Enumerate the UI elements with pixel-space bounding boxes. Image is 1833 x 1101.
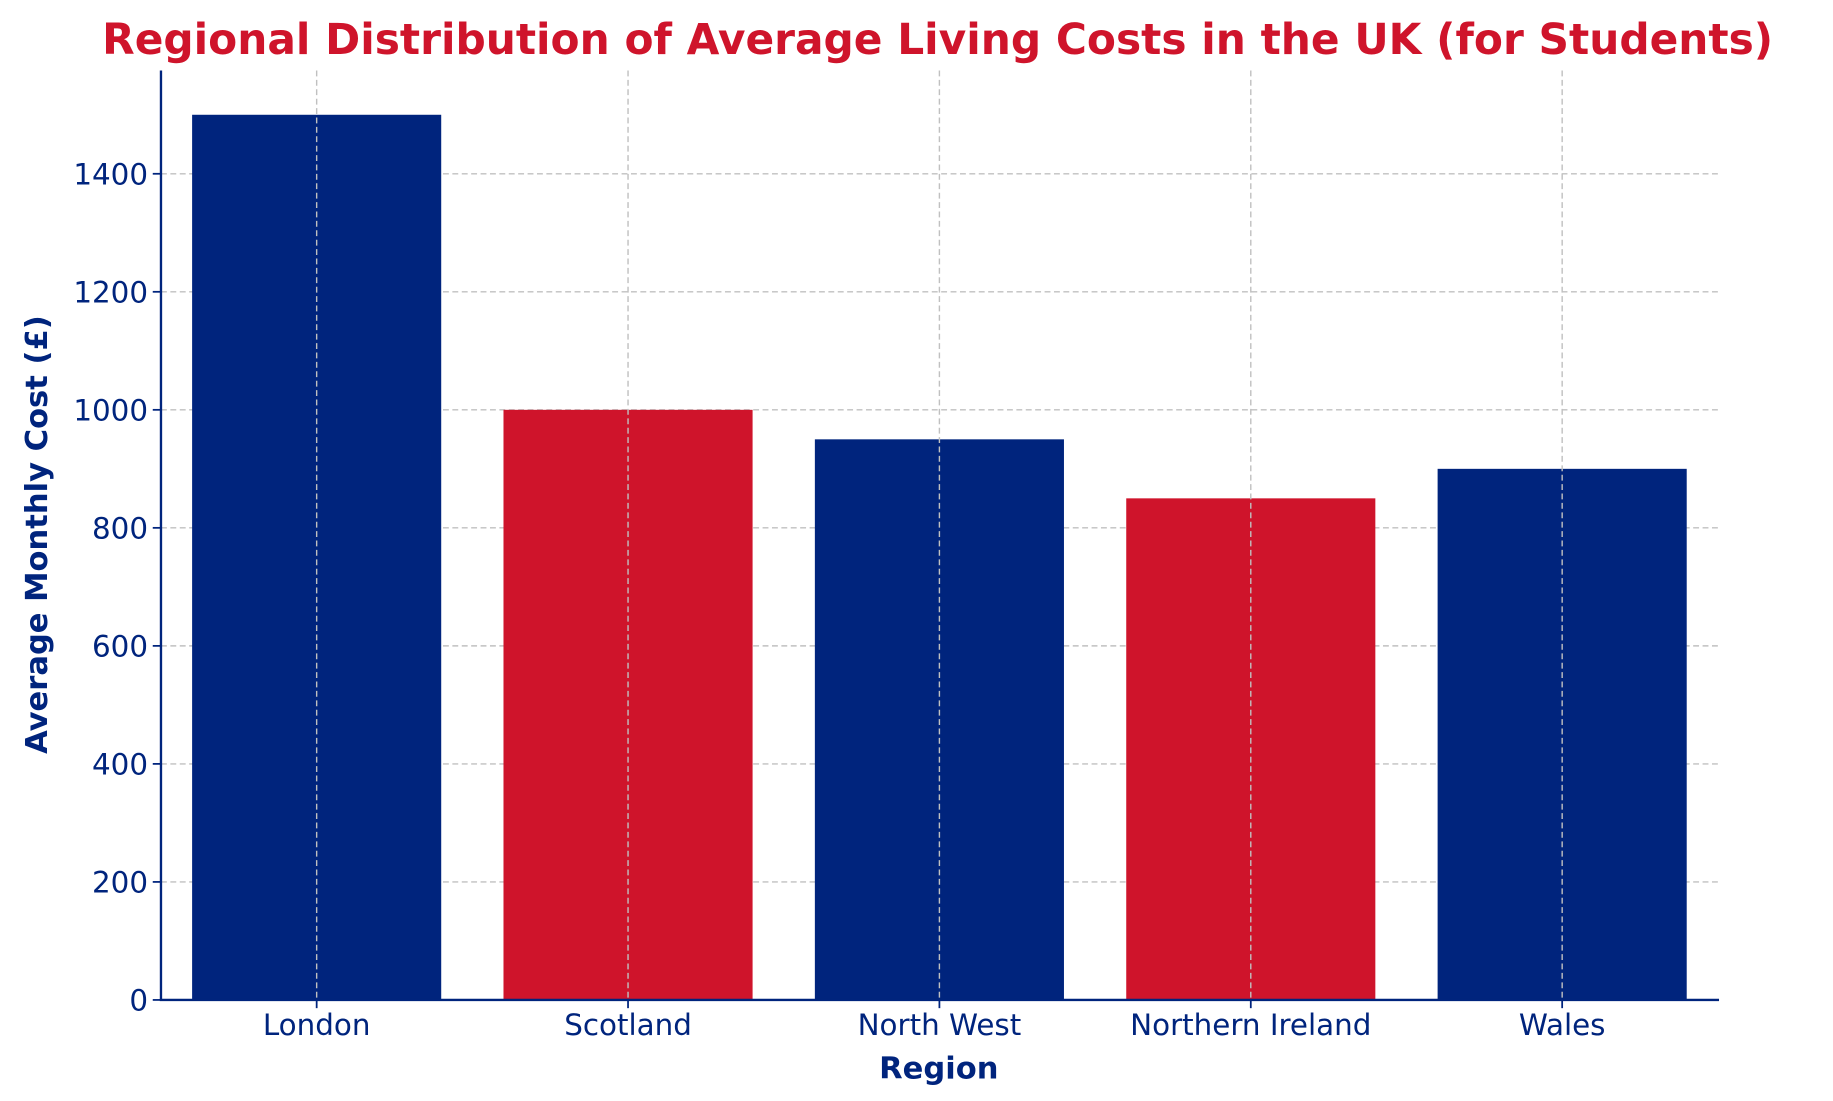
chart-title: Regional Distribution of Average Living … [102,15,1773,64]
vertical-grid [315,70,1563,1000]
y-tick-label: 200 [92,865,148,899]
y-tick-label: 1000 [73,393,148,427]
y-tick-label: 400 [92,747,148,781]
bar-london [192,114,442,1000]
x-tick-label: Northern Ireland [1130,1008,1371,1042]
y-tick-label: 600 [92,629,148,663]
x-ticks: London Scotland North West Northern Ireland… [263,999,1606,1042]
y-ticks: 0 200 400 600 800 1000 1200 1400 [73,157,161,1018]
y-axis-label: Average Monthly Cost (£) [20,315,55,754]
y-tick-label: 1200 [73,275,148,309]
x-tick-label: North West [858,1008,1022,1042]
x-tick-label: Wales [1519,1008,1606,1042]
x-axis-label: Region [879,1052,998,1087]
bars [192,114,1687,1000]
x-tick-label: London [263,1008,371,1042]
x-tick-label: Scotland [564,1008,692,1042]
y-tick-label: 800 [92,511,148,545]
y-tick-label: 1400 [73,157,148,191]
y-tick-label: 0 [129,984,148,1018]
